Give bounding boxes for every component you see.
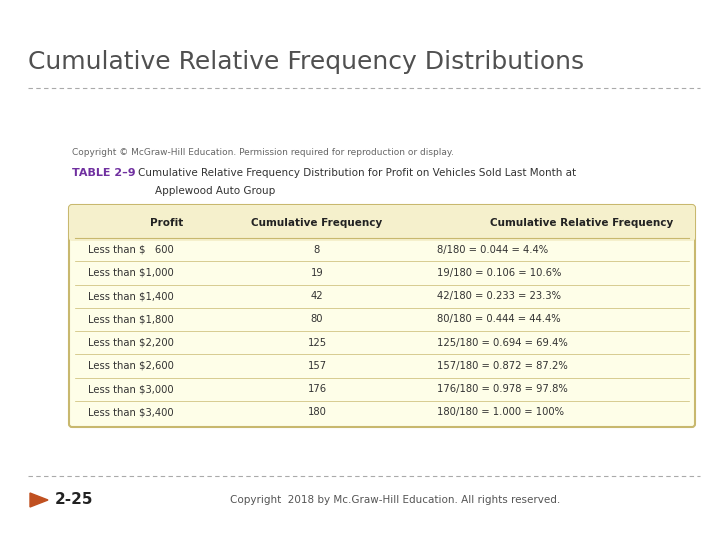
Text: 19/180 = 0.106 = 10.6%: 19/180 = 0.106 = 10.6% [437,268,562,278]
Text: Profit: Profit [150,218,184,228]
Polygon shape [30,493,48,507]
Text: 125: 125 [307,338,327,348]
Text: 180/180 = 1.000 = 100%: 180/180 = 1.000 = 100% [437,407,564,417]
Text: Less than $1,000: Less than $1,000 [88,268,174,278]
Text: 42: 42 [311,291,323,301]
Text: Less than $2,200: Less than $2,200 [88,338,174,348]
Text: 8: 8 [314,245,320,255]
Text: 2-25: 2-25 [55,492,94,508]
Text: Cumulative Relative Frequency Distributions: Cumulative Relative Frequency Distributi… [28,50,584,74]
Text: Less than $2,600: Less than $2,600 [88,361,174,371]
Text: 176/180 = 0.978 = 97.8%: 176/180 = 0.978 = 97.8% [437,384,568,394]
Text: Copyright © McGraw-Hill Education. Permission required for reproduction or displ: Copyright © McGraw-Hill Education. Permi… [72,148,454,157]
Text: Applewood Auto Group: Applewood Auto Group [155,186,275,196]
Text: Cumulative Frequency: Cumulative Frequency [251,218,382,228]
Text: Less than $1,400: Less than $1,400 [88,291,174,301]
FancyBboxPatch shape [69,205,695,427]
Text: 157/180 = 0.872 = 87.2%: 157/180 = 0.872 = 87.2% [437,361,568,371]
Text: Less than $1,800: Less than $1,800 [88,314,174,325]
Text: Less than $3,000: Less than $3,000 [88,384,174,394]
Text: 180: 180 [307,407,326,417]
Text: 80/180 = 0.444 = 44.4%: 80/180 = 0.444 = 44.4% [437,314,561,325]
Text: Cumulative Relative Frequency Distribution for Profit on Vehicles Sold Last Mont: Cumulative Relative Frequency Distributi… [138,168,576,178]
Text: 80: 80 [311,314,323,325]
Text: 125/180 = 0.694 = 69.4%: 125/180 = 0.694 = 69.4% [437,338,568,348]
Text: 42/180 = 0.233 = 23.3%: 42/180 = 0.233 = 23.3% [437,291,561,301]
FancyBboxPatch shape [69,205,695,241]
Text: Cumulative Relative Frequency: Cumulative Relative Frequency [490,218,674,228]
Text: Copyright  2018 by Mc.Graw-Hill Education. All rights reserved.: Copyright 2018 by Mc.Graw-Hill Education… [230,495,560,505]
Text: Less than $   600: Less than $ 600 [88,245,174,255]
Text: 8/180 = 0.044 = 4.4%: 8/180 = 0.044 = 4.4% [437,245,548,255]
Text: TABLE 2–9: TABLE 2–9 [72,168,135,178]
Text: 19: 19 [310,268,323,278]
Text: 176: 176 [307,384,327,394]
Text: 157: 157 [307,361,327,371]
Text: Less than $3,400: Less than $3,400 [88,407,174,417]
